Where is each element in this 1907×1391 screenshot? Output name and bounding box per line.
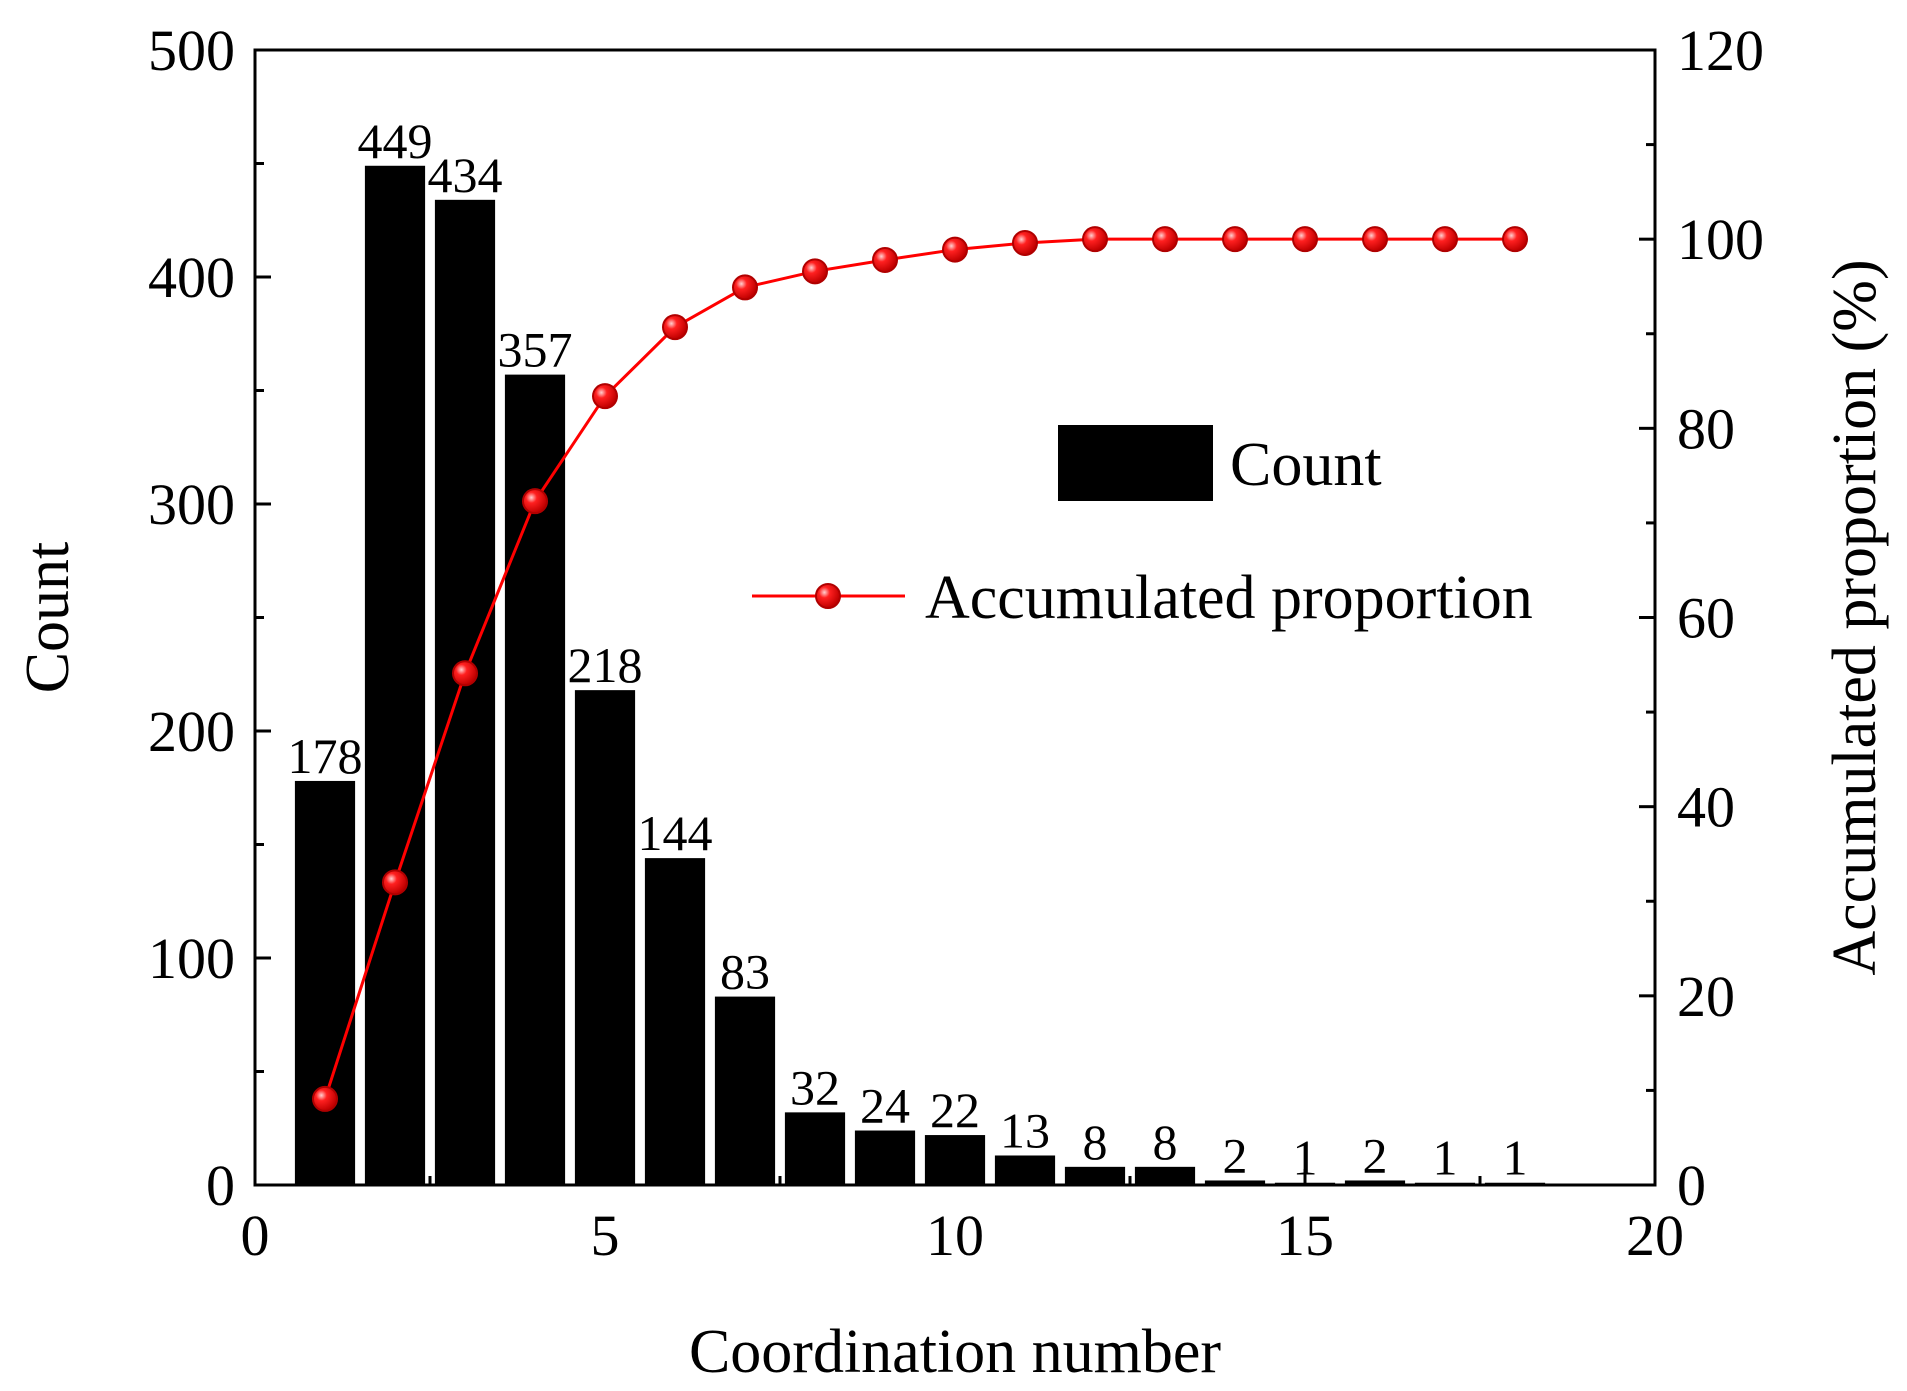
accumulated-point: [802, 258, 828, 285]
bar-value-label: 24: [860, 1078, 910, 1134]
y2-axis-label: Accumulated proportion (%): [1821, 259, 1889, 975]
accumulated-point: [1292, 226, 1318, 253]
y2-tick-label: 100: [1677, 207, 1764, 272]
accumulated-point: [872, 246, 898, 273]
y2-tick-label: 0: [1677, 1153, 1706, 1218]
bars-layer: [294, 165, 1546, 1185]
y-tick-label: 500: [148, 18, 235, 83]
y2-tick-label: 120: [1677, 18, 1764, 83]
bar-value-label: 8: [1153, 1114, 1178, 1170]
legend-line-marker: [815, 583, 841, 609]
y2-tick-label: 80: [1677, 396, 1735, 461]
bar: [434, 199, 496, 1185]
legend-count-swatch: [1058, 425, 1213, 501]
y2-tick-label: 60: [1677, 586, 1735, 651]
accumulated-point: [1012, 229, 1038, 256]
y2-tick-label: 40: [1677, 775, 1735, 840]
x-tick-label: 10: [926, 1203, 984, 1268]
x-axis-label: Coordination number: [689, 1318, 1221, 1386]
bar-value-label: 2: [1223, 1127, 1248, 1183]
y-tick-label: 400: [148, 245, 235, 310]
x-tick-label: 15: [1276, 1203, 1334, 1268]
legend-line-label: Accumulated proportion: [925, 564, 1533, 632]
accumulated-point: [1222, 226, 1248, 253]
accumulated-point: [452, 660, 478, 687]
y-tick-label: 300: [148, 472, 235, 537]
accumulated-point: [1502, 226, 1528, 253]
bar: [714, 996, 776, 1185]
x-tick-label: 0: [241, 1203, 270, 1268]
y-tick-label: 0: [206, 1153, 235, 1218]
accumulated-point: [1362, 226, 1388, 253]
bar-value-label: 144: [638, 805, 713, 861]
bar-value-label: 13: [1000, 1102, 1050, 1158]
legend: Count Accumulated proportion: [752, 425, 1533, 632]
x-tick-label: 20: [1626, 1203, 1684, 1268]
bar-value-label: 22: [930, 1082, 980, 1138]
bar-value-label: 1: [1433, 1130, 1458, 1186]
bar: [294, 780, 356, 1185]
bar: [1204, 1180, 1266, 1185]
bar: [1064, 1166, 1126, 1185]
bar: [1344, 1180, 1406, 1185]
accumulated-point: [662, 314, 688, 341]
y-tick-label: 100: [148, 926, 235, 991]
y-axis-label: Count: [14, 542, 82, 694]
bar-value-label: 178: [288, 728, 363, 784]
bar-value-label: 32: [790, 1059, 840, 1115]
accumulated-point: [382, 869, 408, 896]
bar: [574, 690, 636, 1185]
accumulated-point: [732, 274, 758, 301]
bar-value-label: 83: [720, 944, 770, 1000]
accumulated-point: [312, 1085, 338, 1112]
accumulated-point: [1152, 226, 1178, 253]
bar: [1134, 1166, 1196, 1185]
bar-value-label: 1: [1503, 1130, 1528, 1186]
x-tick-label: 5: [591, 1203, 620, 1268]
bar: [364, 165, 426, 1185]
bar-value-label: 449: [358, 113, 433, 169]
bar-value-label: 357: [498, 322, 573, 378]
bar-value-label: 2: [1363, 1127, 1388, 1183]
bar: [784, 1112, 846, 1185]
legend-count-label: Count: [1230, 431, 1382, 499]
y2-tick-label: 20: [1677, 964, 1735, 1029]
accumulated-point: [942, 236, 968, 263]
accumulated-point: [1082, 226, 1108, 253]
accumulated-point: [592, 383, 618, 410]
bar-value-label: 8: [1083, 1114, 1108, 1170]
bar-value-label: 218: [568, 637, 643, 693]
y-tick-label: 200: [148, 699, 235, 764]
accumulated-point: [522, 488, 548, 515]
accumulated-point: [1432, 226, 1458, 253]
line-layer: [312, 226, 1528, 1112]
bar: [994, 1155, 1056, 1185]
bar: [644, 858, 706, 1185]
bar-value-label: 434: [428, 147, 503, 203]
bar: [854, 1130, 916, 1185]
